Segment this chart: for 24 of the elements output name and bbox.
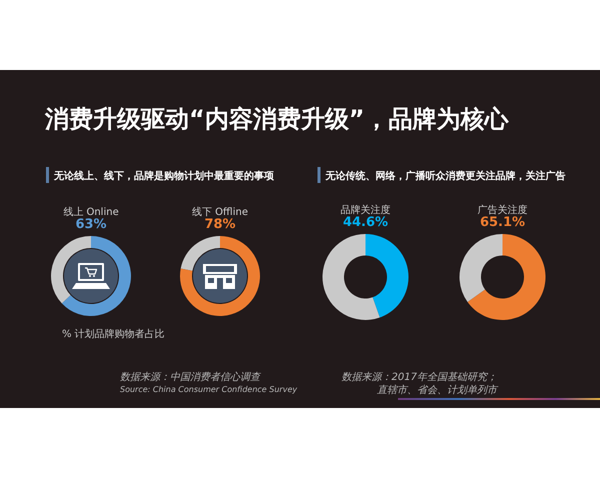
donut-slice [51, 236, 91, 304]
data-label: 78% [204, 217, 236, 232]
source-note: 数据来源：2017年全国基础研究； [342, 371, 497, 383]
chart-title: 广告关注度 [478, 204, 528, 216]
donut-slice [366, 234, 408, 318]
text: 消费升级驱动“内容消费升级”，品牌为核心 [44, 105, 510, 133]
chart-title: 线上 Online [63, 206, 119, 218]
chart-title: 线下 Offline [192, 206, 248, 218]
source-note: Source: China Consumer Confidence Survey [120, 385, 298, 394]
donut-slice [180, 236, 260, 316]
donut-slice [62, 236, 131, 316]
data-label: 44.6% [342, 215, 388, 230]
donut-slice [322, 234, 380, 320]
data-label: 63% [75, 217, 107, 232]
text: % 计划品牌购物者占比 [62, 328, 165, 340]
donut-slice [180, 236, 220, 271]
text: 直辖市、省会、计划单列市 [377, 384, 499, 396]
text: 无论传统、网络，广播听众消费更关注品牌，关注广告 [324, 170, 566, 182]
donut-slice [468, 234, 546, 320]
data-label: 65.1% [480, 215, 526, 230]
source-note: 数据来源：中国消费者信心调查 [120, 371, 262, 383]
chart-title: 品牌关注度 [340, 204, 390, 216]
text: 无论线上、线下，品牌是购物计划中最重要的事项 [53, 170, 275, 182]
donut-slice [460, 234, 502, 302]
